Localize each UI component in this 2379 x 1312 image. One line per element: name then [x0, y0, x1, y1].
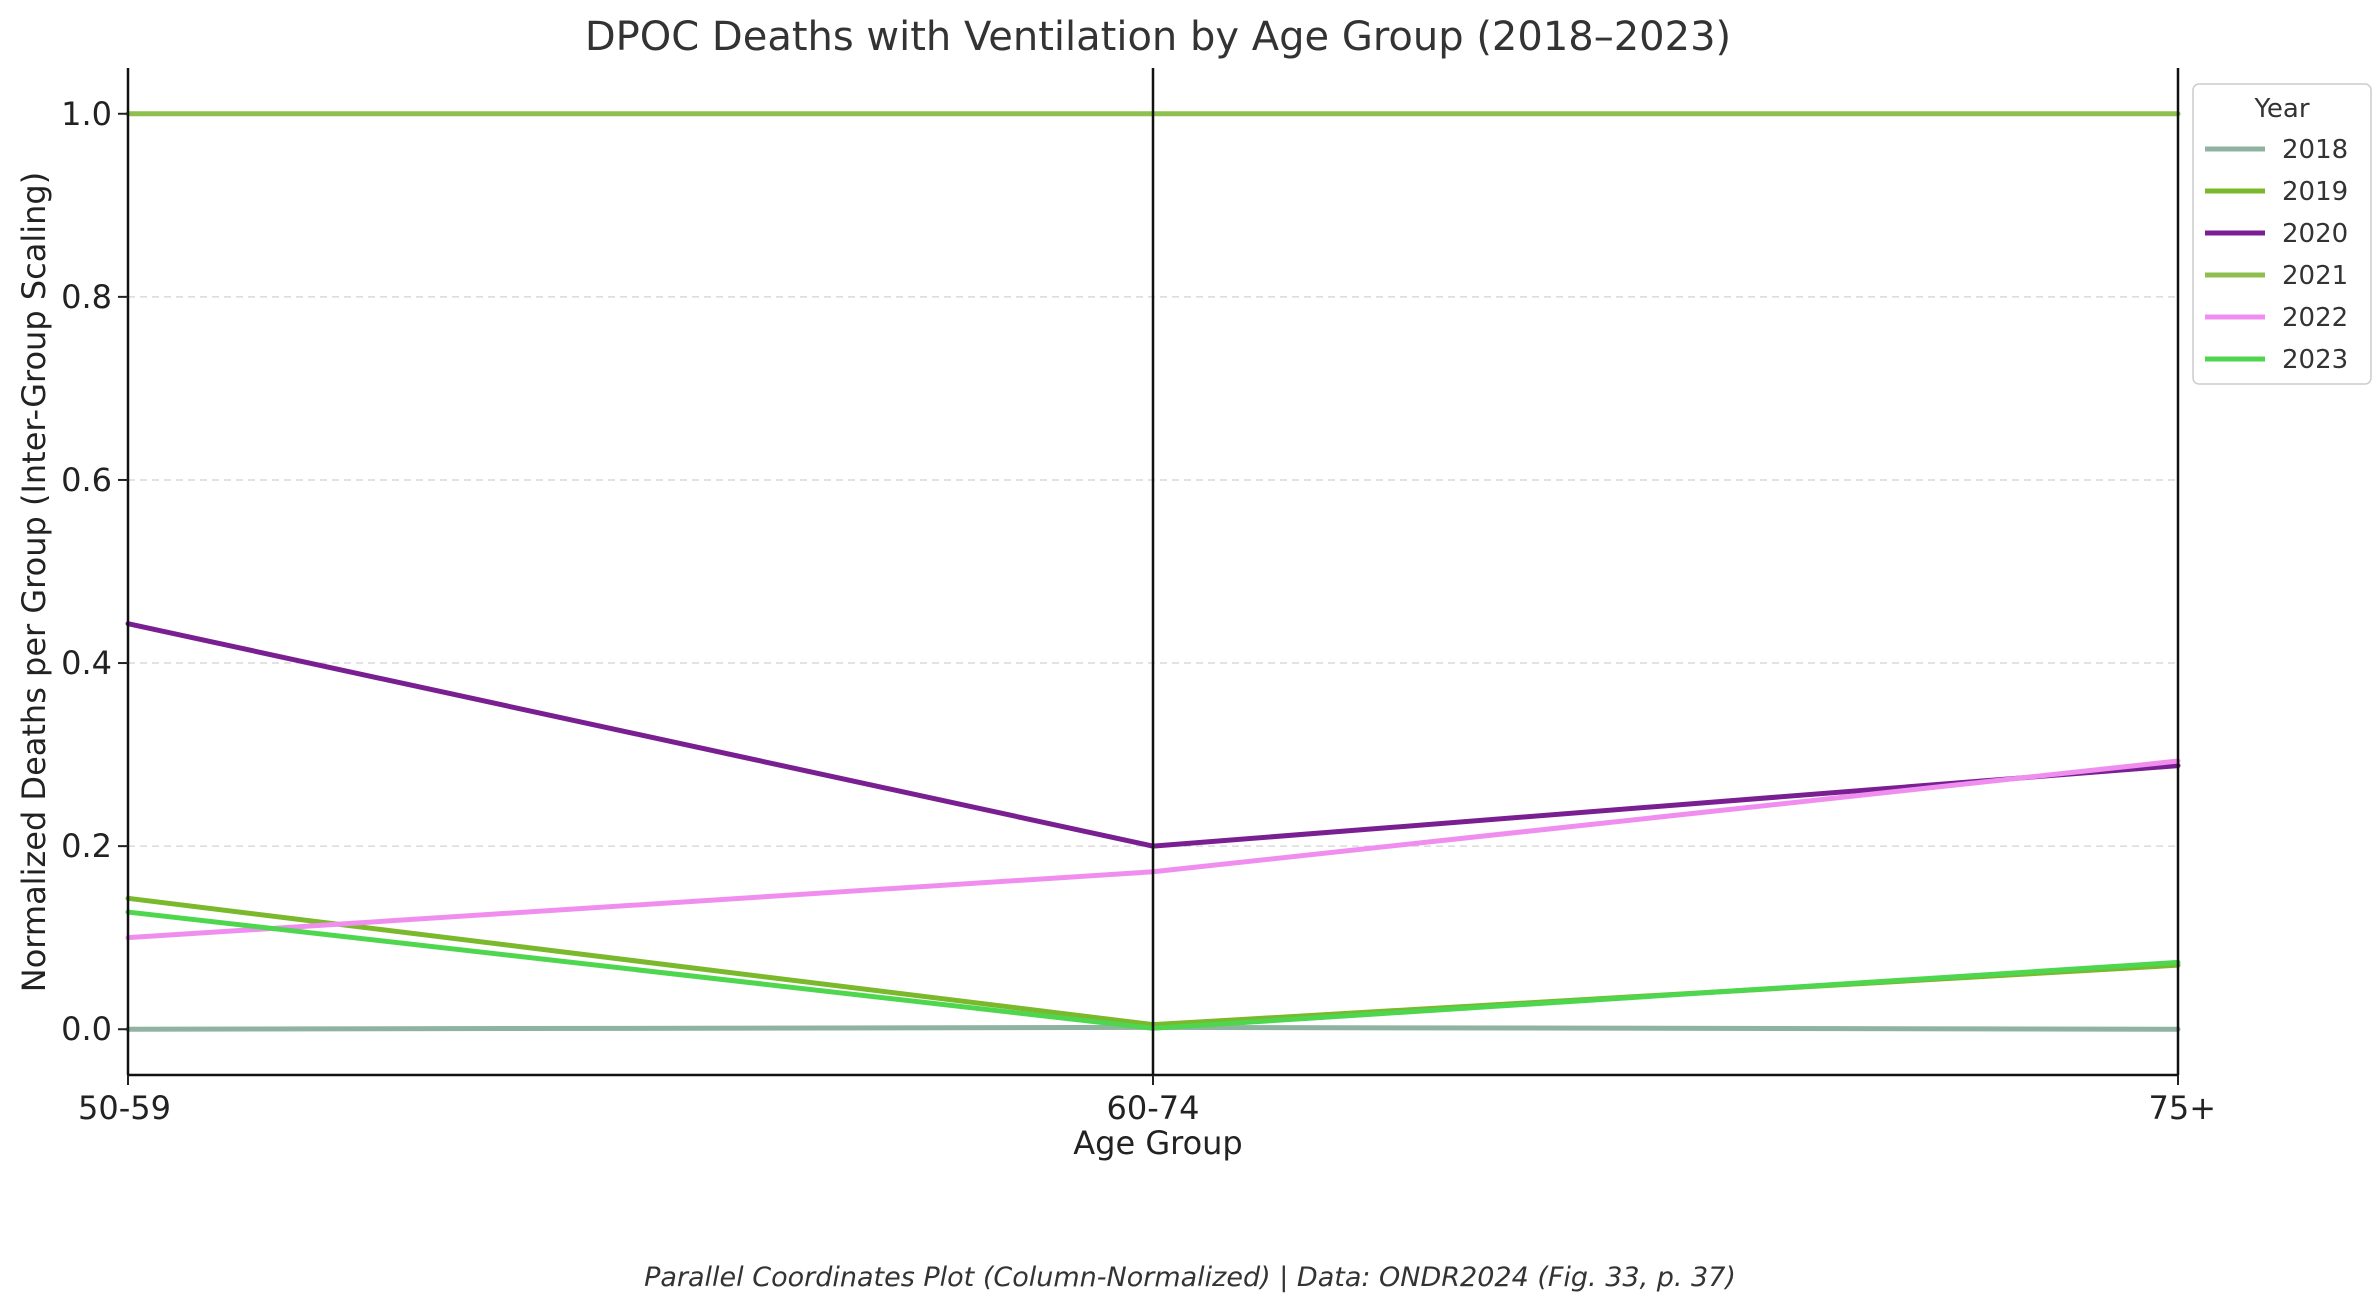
x-tick-label-60-74: 60-74 [1107, 1089, 1200, 1127]
axes [126, 68, 2180, 1077]
y-axis-label: Normalized Deaths per Group (Inter-Group… [15, 172, 53, 992]
x-axis-label: Age Group [1073, 1124, 1242, 1162]
y-tick-label-4: 0.8 [61, 278, 112, 316]
chart-title: DPOC Deaths with Ventilation by Age Grou… [585, 14, 1731, 60]
y-tick-label-1: 0.2 [61, 827, 112, 865]
legend-label-2022: 2022 [2282, 303, 2348, 333]
tick-labels: 0.0 0.2 0.4 0.6 0.8 1.0 50-59 60-74 75+ [61, 95, 2216, 1127]
legend: Year 2018 2019 2020 2021 2022 2023 [2192, 83, 2372, 385]
x-tick-label-75+: 75+ [2148, 1089, 2216, 1127]
legend-label-2021: 2021 [2282, 261, 2348, 291]
legend-label-2023: 2023 [2282, 345, 2348, 375]
x-tick-label-50-59: 50-59 [78, 1089, 171, 1127]
y-tick-label-2: 0.4 [61, 644, 112, 682]
legend-label-2020: 2020 [2282, 219, 2348, 249]
legend-label-2019: 2019 [2282, 177, 2348, 207]
y-tick-label-5: 1.0 [61, 95, 112, 133]
legend-label-2018: 2018 [2282, 135, 2348, 165]
legend-box [2192, 83, 2372, 385]
y-tick-label-0: 0.0 [61, 1010, 112, 1048]
y-tick-label-3: 0.6 [61, 461, 112, 499]
footnote: Parallel Coordinates Plot (Column-Normal… [644, 1262, 1736, 1293]
legend-title: Year [2253, 94, 2309, 124]
